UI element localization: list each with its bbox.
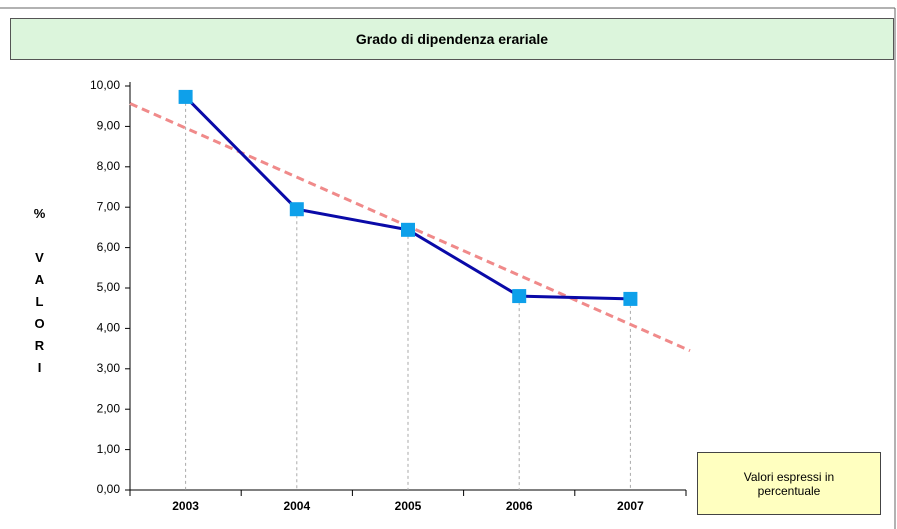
- x-tick-label: 2003: [172, 499, 199, 513]
- y-tick-label: 3,00: [97, 361, 121, 375]
- x-tick-label: 2004: [283, 499, 310, 513]
- x-tick-label: 2006: [506, 499, 533, 513]
- y-tick-label: 0,00: [97, 482, 121, 496]
- y-tick-label: 8,00: [97, 159, 121, 173]
- note: Valori espressi in percentuale: [697, 452, 881, 515]
- x-tick-label: 2005: [395, 499, 422, 513]
- y-axis-label: % VALORI: [32, 206, 47, 382]
- y-tick-label: 2,00: [97, 401, 121, 415]
- marker: [401, 222, 415, 237]
- x-tick-label: 2007: [617, 499, 644, 513]
- y-tick-label: 9,00: [97, 119, 121, 133]
- marker: [178, 89, 193, 104]
- y-tick-label: 6,00: [97, 240, 121, 254]
- y-tick-label: 7,00: [97, 199, 121, 213]
- marker: [289, 202, 304, 217]
- y-tick-label: 4,00: [97, 321, 121, 335]
- y-tick-label: 10,00: [90, 78, 120, 92]
- marker: [512, 289, 527, 304]
- chart-title: Grado di dipendenza erariale: [10, 18, 894, 60]
- y-tick-label: 5,00: [97, 280, 121, 294]
- y-tick-label: 1,00: [97, 442, 121, 456]
- marker: [623, 291, 638, 306]
